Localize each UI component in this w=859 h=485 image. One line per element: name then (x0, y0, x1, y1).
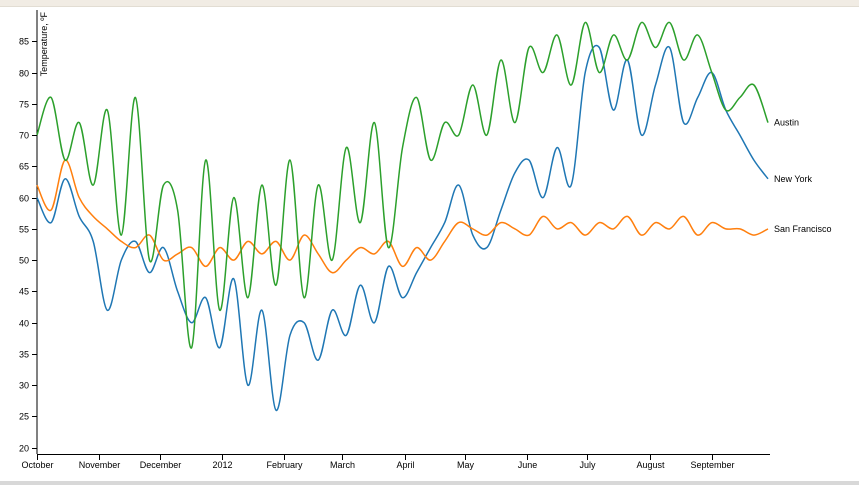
x-tick-label: October (21, 460, 53, 470)
series-label-austin: Austin (774, 118, 799, 128)
y-axis-label: Temperature, ºF (39, 12, 49, 77)
x-tick-label: May (457, 460, 475, 470)
x-tick-label: 2012 (212, 460, 232, 470)
series-labels: New York San Francisco Austin (774, 118, 832, 234)
top-edge (0, 0, 859, 7)
series-label-new-york: New York (774, 174, 813, 184)
x-tick-label: April (396, 460, 414, 470)
y-tick-label: 55 (19, 225, 29, 235)
x-tick-label: September (690, 460, 734, 470)
y-tick-label: 60 (19, 194, 29, 204)
x-tick-label: June (518, 460, 538, 470)
y-tick-label: 35 (19, 350, 29, 360)
y-tick-label: 30 (19, 381, 29, 391)
x-tick-label: July (579, 460, 596, 470)
series-label-san-francisco: San Francisco (774, 224, 832, 234)
y-tick-label: 75 (19, 100, 29, 110)
y-tick-label: 85 (19, 37, 29, 47)
x-tick-label: November (79, 460, 121, 470)
y-tick-label: 70 (19, 131, 29, 141)
y-tick-label: 65 (19, 162, 29, 172)
y-tick-label: 25 (19, 412, 29, 422)
series-lines (36, 21, 769, 411)
x-axis: October November December 2012 February March… (21, 454, 770, 470)
y-tick-label: 80 (19, 69, 29, 79)
y-tick-label: 40 (19, 319, 29, 329)
series-line-austin (36, 21, 769, 349)
x-tick-label: March (330, 460, 355, 470)
x-tick-label: February (266, 460, 303, 470)
y-tick-label: 45 (19, 287, 29, 297)
series-line-new-york (36, 44, 769, 411)
x-tick-label: August (636, 460, 665, 470)
y-axis: 20 25 30 35 40 45 50 55 60 65 70 75 80 85 (19, 10, 38, 454)
y-tick-label: 20 (19, 444, 29, 454)
series-line-san-francisco (36, 159, 769, 274)
x-tick-label: December (140, 460, 182, 470)
bottom-edge (0, 481, 859, 485)
y-tick-label: 50 (19, 256, 29, 266)
